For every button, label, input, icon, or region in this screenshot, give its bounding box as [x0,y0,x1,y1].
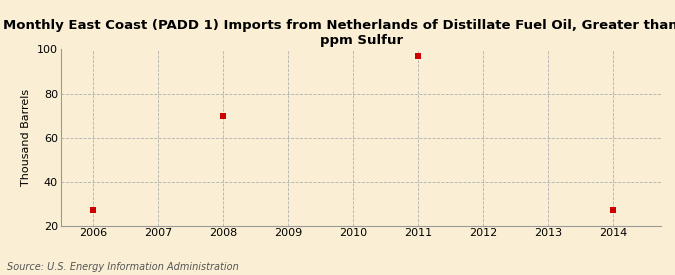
Point [608,208,618,212]
Point [218,113,229,118]
Y-axis label: Thousand Barrels: Thousand Barrels [22,89,32,186]
Title: Monthly East Coast (PADD 1) Imports from Netherlands of Distillate Fuel Oil, Gre: Monthly East Coast (PADD 1) Imports from… [3,19,675,47]
Text: Source: U.S. Energy Information Administration: Source: U.S. Energy Information Administ… [7,262,238,272]
Point [88,208,99,212]
Point [412,54,423,58]
